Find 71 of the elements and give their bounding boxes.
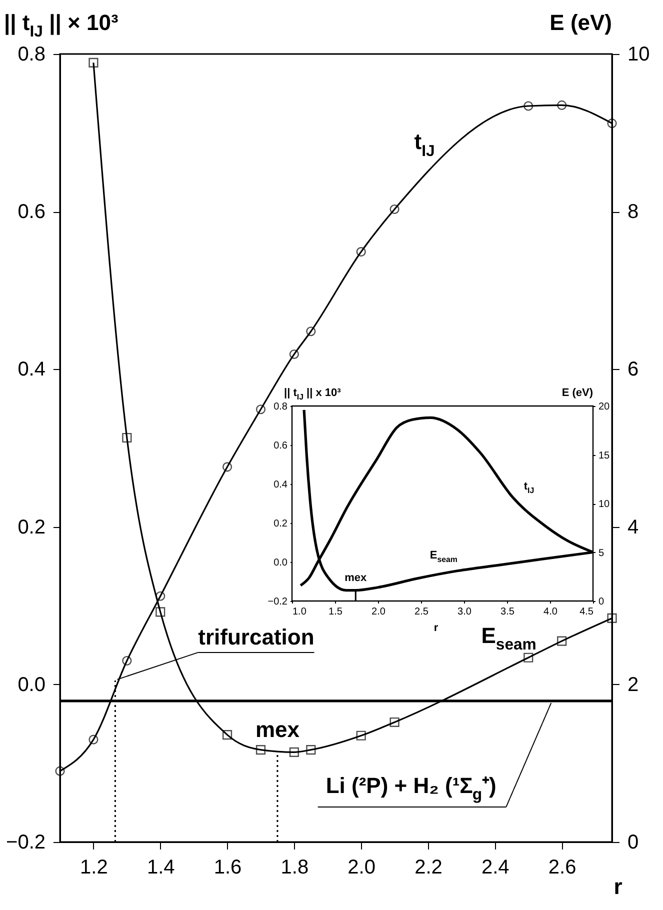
point xyxy=(156,591,166,601)
x-tick-label: 1.8 xyxy=(280,856,309,878)
x-tick-label: 4.5 xyxy=(580,606,594,618)
y-tick-label: 0.2 xyxy=(274,518,288,530)
y-tick-label: 0.4 xyxy=(274,480,288,490)
x-tick-label: 1.4 xyxy=(146,856,175,878)
y2-tick-label: 0 xyxy=(598,596,604,608)
x-tick-label: 1.6 xyxy=(214,856,242,878)
point xyxy=(88,734,98,744)
point xyxy=(256,404,266,414)
y-tick-label: 0.4 xyxy=(18,358,46,381)
y2-tick-label: 8 xyxy=(628,201,639,224)
y-tick-label: 0.2 xyxy=(18,516,46,538)
x-tick-label: 2.0 xyxy=(348,856,376,878)
point xyxy=(557,636,567,646)
x-tick-label: 4.0 xyxy=(544,606,558,618)
x-tick-label: 2.2 xyxy=(414,856,442,878)
y-tick-label: 0.8 xyxy=(18,44,46,66)
x-tick-label: 3.0 xyxy=(458,606,472,618)
y2-tick-label: 6 xyxy=(628,358,639,381)
y2-tick-label: 20 xyxy=(598,402,610,412)
annotation: mex xyxy=(255,716,300,742)
y-tick-label: −0.2 xyxy=(6,832,46,854)
point xyxy=(122,656,132,666)
y2-tick-label: 15 xyxy=(598,450,610,462)
point xyxy=(88,58,98,68)
y-tick-label: 0.8 xyxy=(274,402,288,412)
x-tick-label: 1.0 xyxy=(292,606,307,618)
x-tick-label: 1.5 xyxy=(328,606,343,618)
x-tick-label: 2.0 xyxy=(372,606,386,618)
x-tick-label: 2.4 xyxy=(482,856,510,878)
y2-tick-label: 10 xyxy=(598,499,610,510)
x-tick-label: 2.5 xyxy=(414,606,429,618)
point xyxy=(306,326,316,336)
y2-tick-label: 5 xyxy=(598,548,604,559)
point xyxy=(256,745,266,755)
x-axis-title: r xyxy=(614,874,623,899)
y-tick-label: 0.6 xyxy=(274,440,288,452)
point xyxy=(122,432,132,443)
y2-axis-title: E (eV) xyxy=(550,10,612,35)
y2-tick-label: 4 xyxy=(628,516,639,538)
point xyxy=(289,349,299,360)
x-tick-label: 2.6 xyxy=(548,856,576,878)
y-tick-label: −0.2 xyxy=(268,596,288,608)
point xyxy=(524,652,534,662)
point xyxy=(390,204,400,214)
point xyxy=(306,745,316,755)
point xyxy=(390,717,400,728)
point xyxy=(356,730,366,740)
x-tick-label: 1.2 xyxy=(80,856,108,878)
x-tick-label: 3.5 xyxy=(500,606,515,618)
y-tick-label: 0.0 xyxy=(274,558,288,568)
point xyxy=(55,766,65,776)
point xyxy=(607,118,617,128)
point xyxy=(356,247,366,257)
y2-axis-title: E (eV) xyxy=(562,387,594,399)
y2-tick-label: 10 xyxy=(628,44,650,66)
y2-tick-label: 0 xyxy=(628,832,639,854)
y2-tick-label: 2 xyxy=(628,674,639,696)
annotation: trifurcation xyxy=(198,624,314,650)
annotation: mex xyxy=(344,572,368,584)
y-tick-label: 0.6 xyxy=(18,201,46,224)
point xyxy=(289,747,299,757)
point xyxy=(222,730,232,740)
y-tick-label: 0.0 xyxy=(18,674,46,696)
point xyxy=(607,613,617,623)
point xyxy=(557,100,567,110)
point xyxy=(524,101,534,111)
point xyxy=(222,462,232,472)
x-axis-title: r xyxy=(434,622,439,634)
point xyxy=(156,607,166,617)
